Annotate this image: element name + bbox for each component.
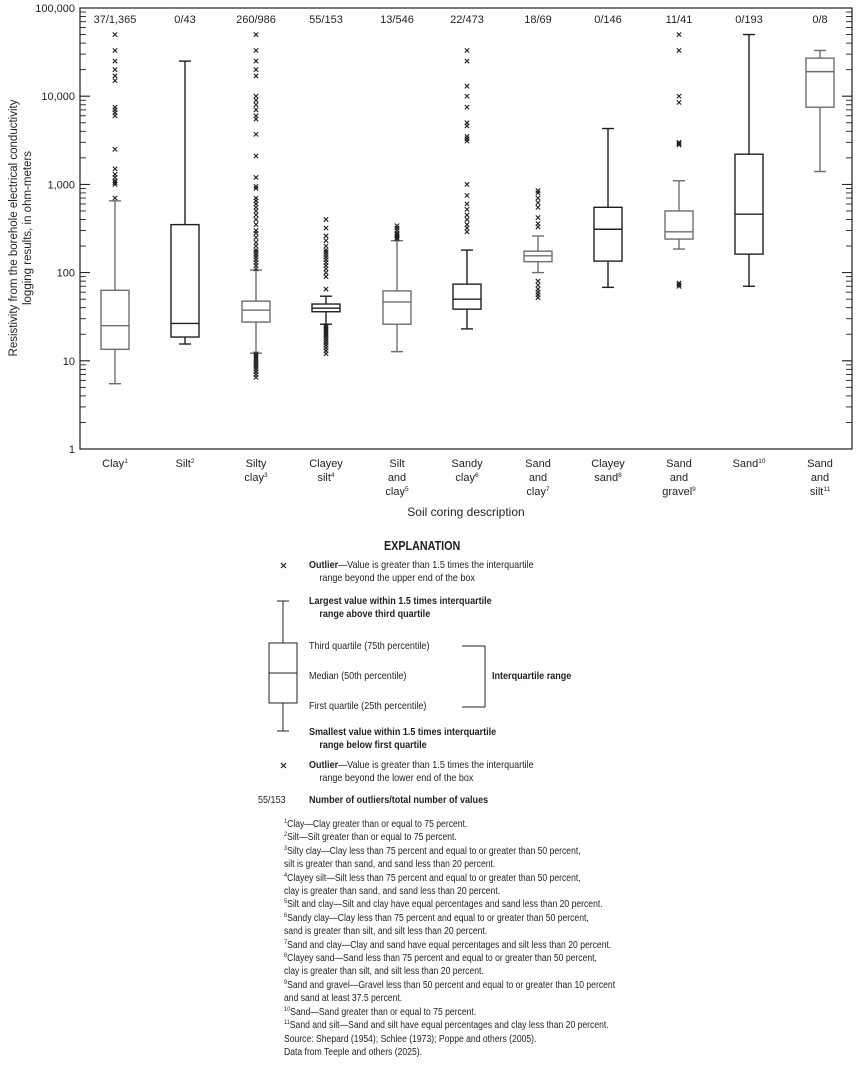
legend-count-description: Number of outliers/total number of value…: [309, 794, 489, 806]
legend-boxplot-icon: [268, 600, 298, 732]
outlier-count: 11/41: [666, 14, 693, 26]
explanation-title: EXPLANATION: [384, 539, 461, 553]
chart-axes: [79, 7, 853, 450]
legend-outlier-upper: Outlier—Value is greater than 1.5 times …: [309, 559, 534, 584]
footnote-line: silt is greater than sand, and sand less…: [284, 859, 496, 871]
outlier-count: 13/546: [380, 14, 414, 26]
box-sand-and-gravel: [664, 31, 694, 289]
outlier-count: 37/1,365: [94, 14, 137, 26]
category-label: Silty clay3: [244, 458, 268, 484]
legend-third-quartile: Third quartile (75th percentile): [309, 640, 430, 652]
footnote-line: 6Sandy clay—Clay less than 75 percent an…: [284, 911, 589, 924]
y-tick-label: 1,000: [47, 179, 75, 191]
y-axis-tick-labels: 1 10 100 1,000 10,000 100,000: [35, 3, 75, 456]
data-credit: Data from Teeple and others (2025).: [284, 1046, 423, 1058]
legend-largest-value: Largest value within 1.5 times interquar…: [309, 595, 492, 620]
outlier-count-labels: 37/1,365 0/43 260/986 55/153 13/546 22/473 18/…: [94, 14, 828, 26]
legend-outlier-lower: Outlier—Value is greater than 1.5 times …: [309, 759, 534, 784]
y-axis-title: Resistivity from the borehole electrical…: [8, 99, 34, 356]
category-label: Clayey silt4: [309, 458, 343, 484]
footnote-line: 1Clay—Clay greater than or equal to 75 p…: [284, 818, 468, 830]
source-credit: Source: Shepard (1954); Schlee (1973); P…: [284, 1033, 537, 1045]
y-tick-label: 100,000: [35, 3, 75, 15]
footnote-line: and sand at least 37.5 percent.: [284, 993, 403, 1005]
footnotes: 1Clay—Clay greater than or equal to 75 p…: [284, 818, 615, 1059]
outlier-count: 22/473: [450, 14, 484, 26]
category-label: Clayey sand8: [591, 458, 625, 484]
box-clayey-silt: [311, 216, 341, 357]
footnote-line: 7Sand and clay—Clay and sand have equal …: [284, 938, 612, 951]
footnote-line: clay is greater than sand, and sand less…: [284, 886, 501, 898]
category-label: Sand10: [733, 458, 766, 470]
outlier-count: 0/193: [735, 14, 763, 26]
outlier-upper-icon: [280, 562, 287, 569]
category-label: Sand and silt11: [807, 458, 833, 498]
category-label: Clay1: [102, 458, 128, 470]
outlier-count: 55/153: [309, 14, 343, 26]
legend-count-example: 55/153: [258, 794, 286, 806]
footnote-line: 2Silt—Silt greater than or equal to 75 p…: [284, 831, 457, 844]
category-label: Sand and gravel9: [662, 458, 696, 498]
footnote-line: 8Clayey sand—Sand less than 75 percent a…: [284, 952, 597, 965]
outlier-count: 0/146: [594, 14, 622, 26]
legend-first-quartile: First quartile (25th percentile): [309, 700, 427, 712]
box-silty-clay: [241, 31, 271, 380]
box-series: [100, 31, 835, 385]
y-tick-label: 100: [57, 268, 75, 280]
box-clay: [100, 31, 130, 385]
footnote-line: sand is greater than silt, and silt less…: [284, 926, 488, 938]
plot-frame: [79, 7, 853, 450]
box-sand-and-clay: [523, 188, 553, 301]
footnote-line: 10Sand—Sand greater than or equal to 75 …: [284, 1005, 477, 1018]
outlier-count: 0/43: [174, 14, 195, 26]
outlier-count: 0/8: [812, 14, 827, 26]
box-sand-and-silt: [805, 49, 835, 173]
footnote-line: 5Silt and clay—Silt and clay have equal …: [284, 898, 603, 911]
legend-interquartile-range: Interquartile range: [492, 670, 572, 682]
footnote-line: 4Clayey silt—Silt less than 75 percent a…: [284, 871, 581, 884]
x-axis-category-labels: Clay1 Silt2 Silty clay3 Clayey silt4 Silt a…: [102, 458, 833, 498]
box-silt: [170, 60, 200, 345]
category-label: Sandy clay6: [451, 458, 483, 484]
outlier-count: 18/69: [524, 14, 552, 26]
footnote-line: clay is greater than silt, and silt less…: [284, 966, 484, 978]
outlier-lower-icon: [280, 762, 287, 769]
box-silt-and-clay: [382, 223, 412, 353]
category-label: Sand and clay7: [525, 458, 551, 498]
footnote-line: 3Silty clay—Clay less than 75 percent an…: [284, 844, 581, 857]
category-label: Silt and clay5: [385, 458, 409, 498]
x-axis-title: Soil coring description: [407, 505, 524, 519]
category-label: Silt2: [176, 458, 195, 470]
outlier-count: 260/986: [236, 14, 276, 26]
legend-median: Median (50th percentile): [309, 670, 407, 682]
y-tick-label: 10: [63, 356, 75, 368]
y-tick-label: 10,000: [41, 91, 75, 103]
y-tick-label: 1: [69, 444, 75, 456]
footnote-line: 11Sand and silt—Sand and silt have equal…: [284, 1019, 609, 1032]
footnote-line: 9Sand and gravel—Gravel less than 50 per…: [284, 978, 616, 991]
box-clayey-sand: [593, 127, 623, 289]
legend-smallest-value: Smallest value within 1.5 times interqua…: [309, 726, 497, 751]
box-sandy-clay: [452, 47, 482, 330]
interquartile-bracket: [462, 645, 486, 708]
legend-graphic: [268, 562, 486, 769]
box-plot-chart: 1 10 100 1,000 10,000 100,000 37/1,365 0/43 260…: [8, 3, 853, 519]
box-sand: [734, 33, 764, 287]
